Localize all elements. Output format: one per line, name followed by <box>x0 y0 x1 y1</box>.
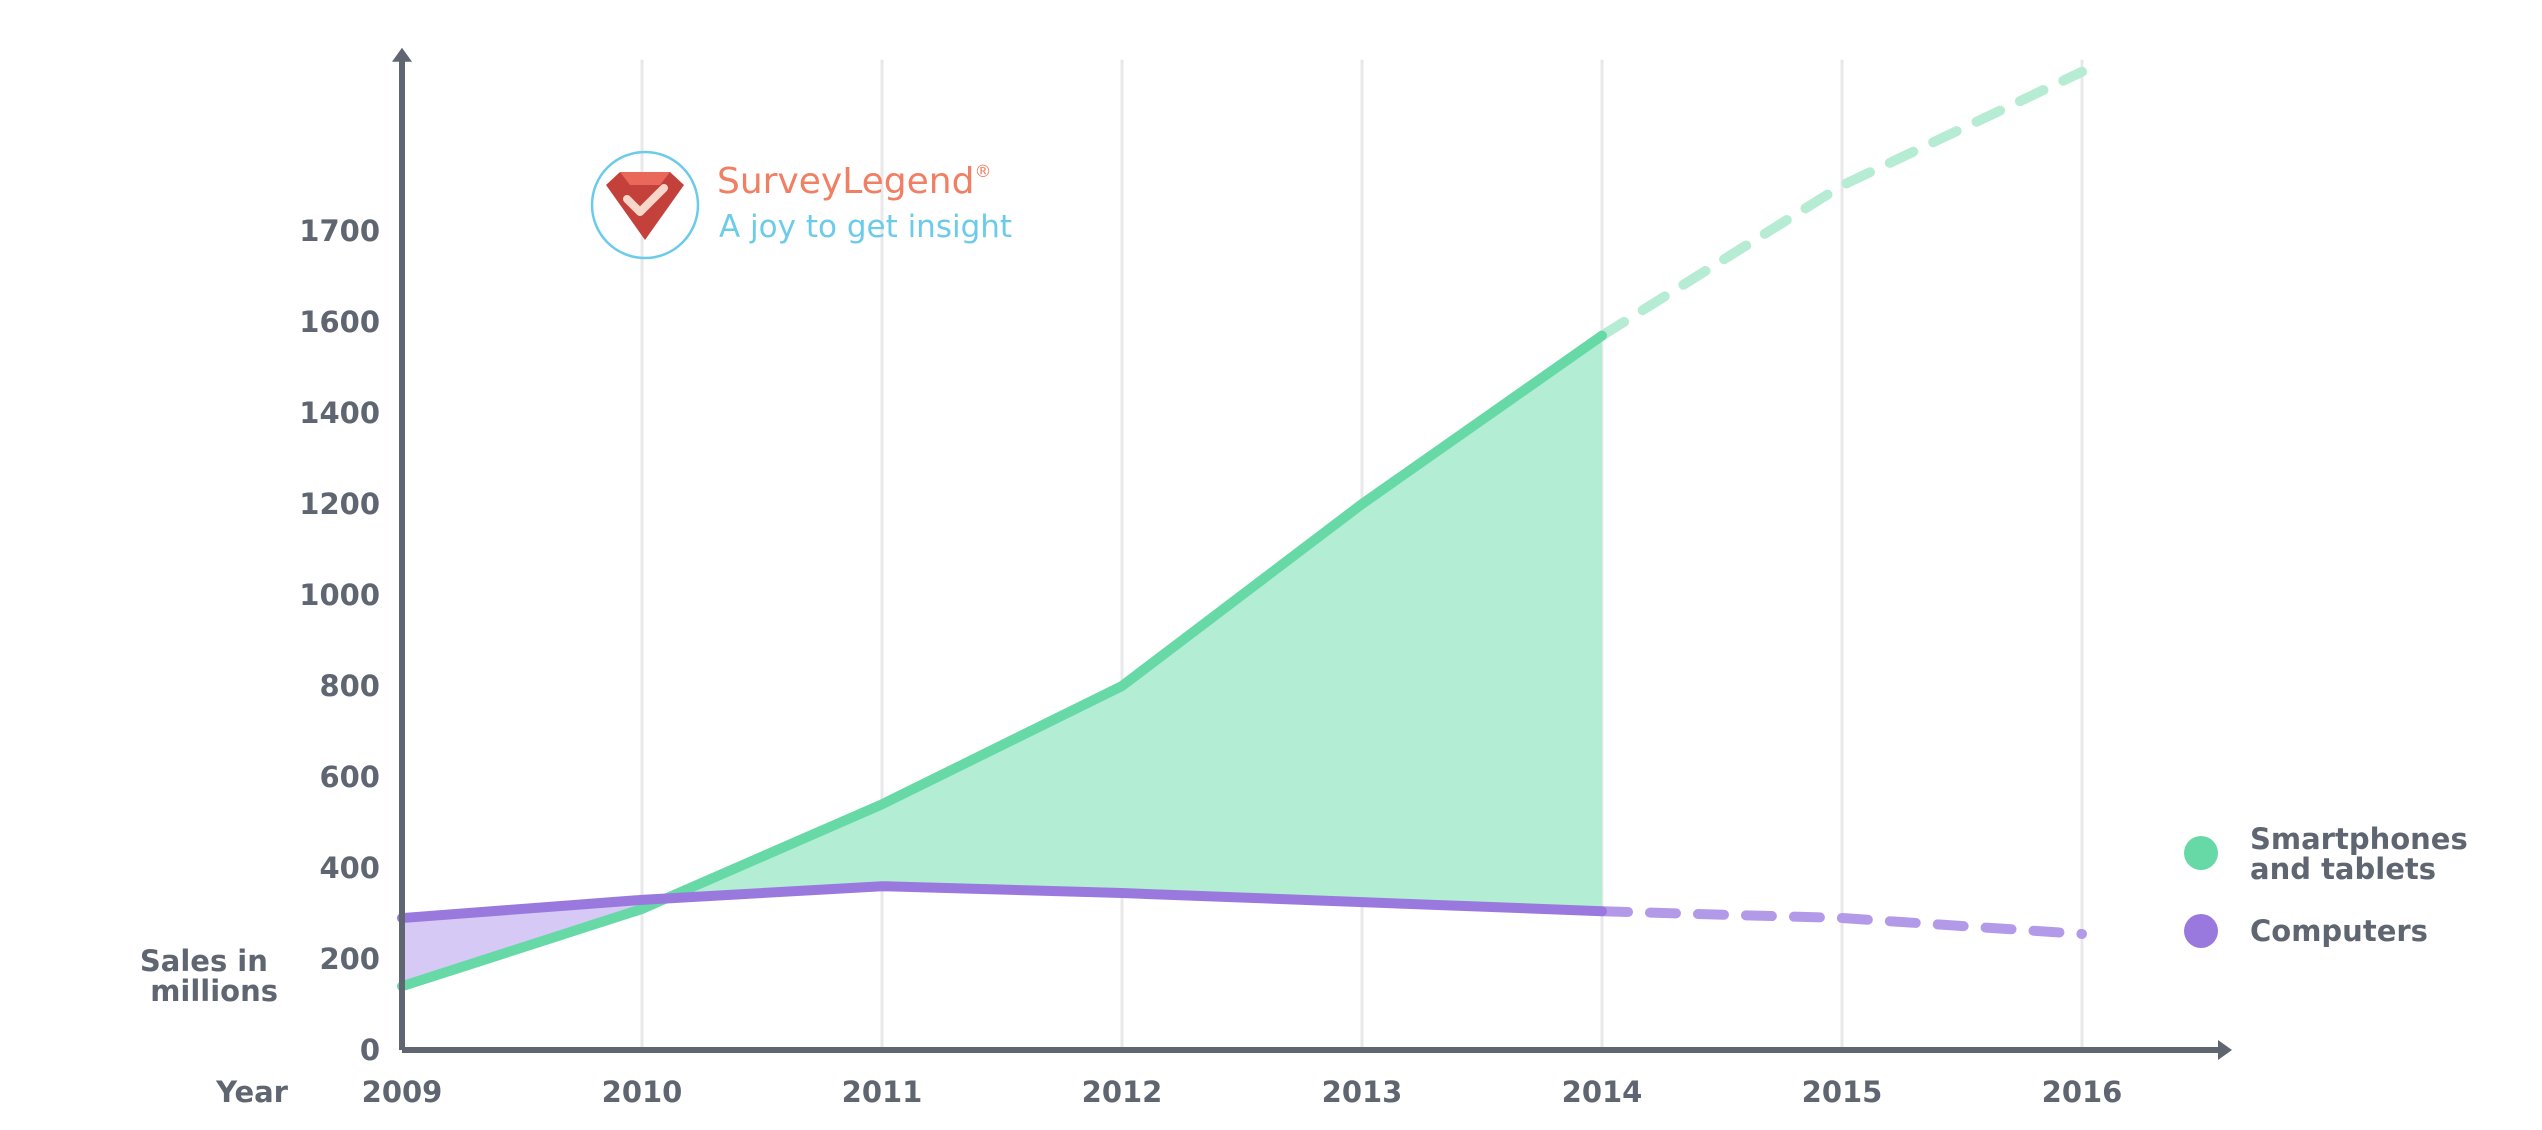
x-tick-2014: 2014 <box>1562 1075 1643 1109</box>
legend-marker-smartphones <box>2184 836 2218 870</box>
y-axis-title: Sales in millions <box>140 944 278 1008</box>
x-tick-2012: 2012 <box>1082 1075 1163 1109</box>
y-tick-1000: 1000 <box>299 578 380 612</box>
y-axis-title-line-1: Sales in <box>140 944 268 978</box>
y-tick-800: 800 <box>319 669 380 703</box>
y-axis-title-line-2: millions <box>150 974 278 1008</box>
x-axis-arrow-icon <box>2218 1040 2232 1060</box>
legend-marker-computers <box>2184 914 2218 948</box>
y-tick-400: 400 <box>319 851 380 885</box>
axes <box>392 47 2232 1060</box>
registered-mark: ® <box>974 162 991 182</box>
x-axis-title: Year <box>215 1075 289 1109</box>
legend: Smartphones and tablets Computers <box>2184 822 2478 948</box>
legend-label-smartphones: Smartphones and tablets <box>2250 822 2478 886</box>
legend-label-computers: Computers <box>2250 914 2428 948</box>
y-axis-arrow-icon <box>392 47 412 62</box>
x-tick-2009: 2009 <box>362 1075 443 1109</box>
projected-line-smartphones <box>1597 66 2087 341</box>
x-tick-2010: 2010 <box>602 1075 683 1109</box>
x-tick-2016: 2016 <box>2042 1075 2123 1109</box>
y-tick-0: 0 <box>360 1033 380 1067</box>
legend-label-smartphones-line-1: Smartphones <box>2250 822 2468 856</box>
surveylegend-logo: SurveyLegend® A joy to get insight <box>590 150 1012 260</box>
logo-ring <box>590 150 700 260</box>
x-tick-2013: 2013 <box>1322 1075 1403 1109</box>
gem-facet-icon <box>620 172 670 185</box>
x-tick-2011: 2011 <box>842 1075 923 1109</box>
tick-labels: 2009 2010 2011 2012 2013 2014 2015 2016 0 200 400 6… <box>299 214 2122 1109</box>
x-tick-2015: 2015 <box>1802 1075 1883 1109</box>
legend-label-smartphones-line-2: and tablets <box>2250 852 2436 886</box>
logo-name: SurveyLegend® <box>717 161 991 202</box>
series-lines <box>397 66 2087 992</box>
y-tick-200: 200 <box>319 942 380 976</box>
y-tick-1400: 1400 <box>299 396 380 430</box>
actual-line-smartphones <box>397 330 1607 992</box>
logo-tagline: A joy to get insight <box>719 209 1012 245</box>
actual-line-computers <box>397 881 1607 924</box>
logo-name-text: SurveyLegend <box>717 161 974 202</box>
y-tick-1700: 1700 <box>299 214 380 248</box>
check-icon <box>623 184 668 216</box>
y-tick-1600: 1600 <box>299 305 380 339</box>
y-tick-600: 600 <box>319 760 380 794</box>
projected-line-computers <box>1597 906 2087 939</box>
y-tick-1200: 1200 <box>299 487 380 521</box>
area-fill-smartphones <box>666 335 1602 912</box>
